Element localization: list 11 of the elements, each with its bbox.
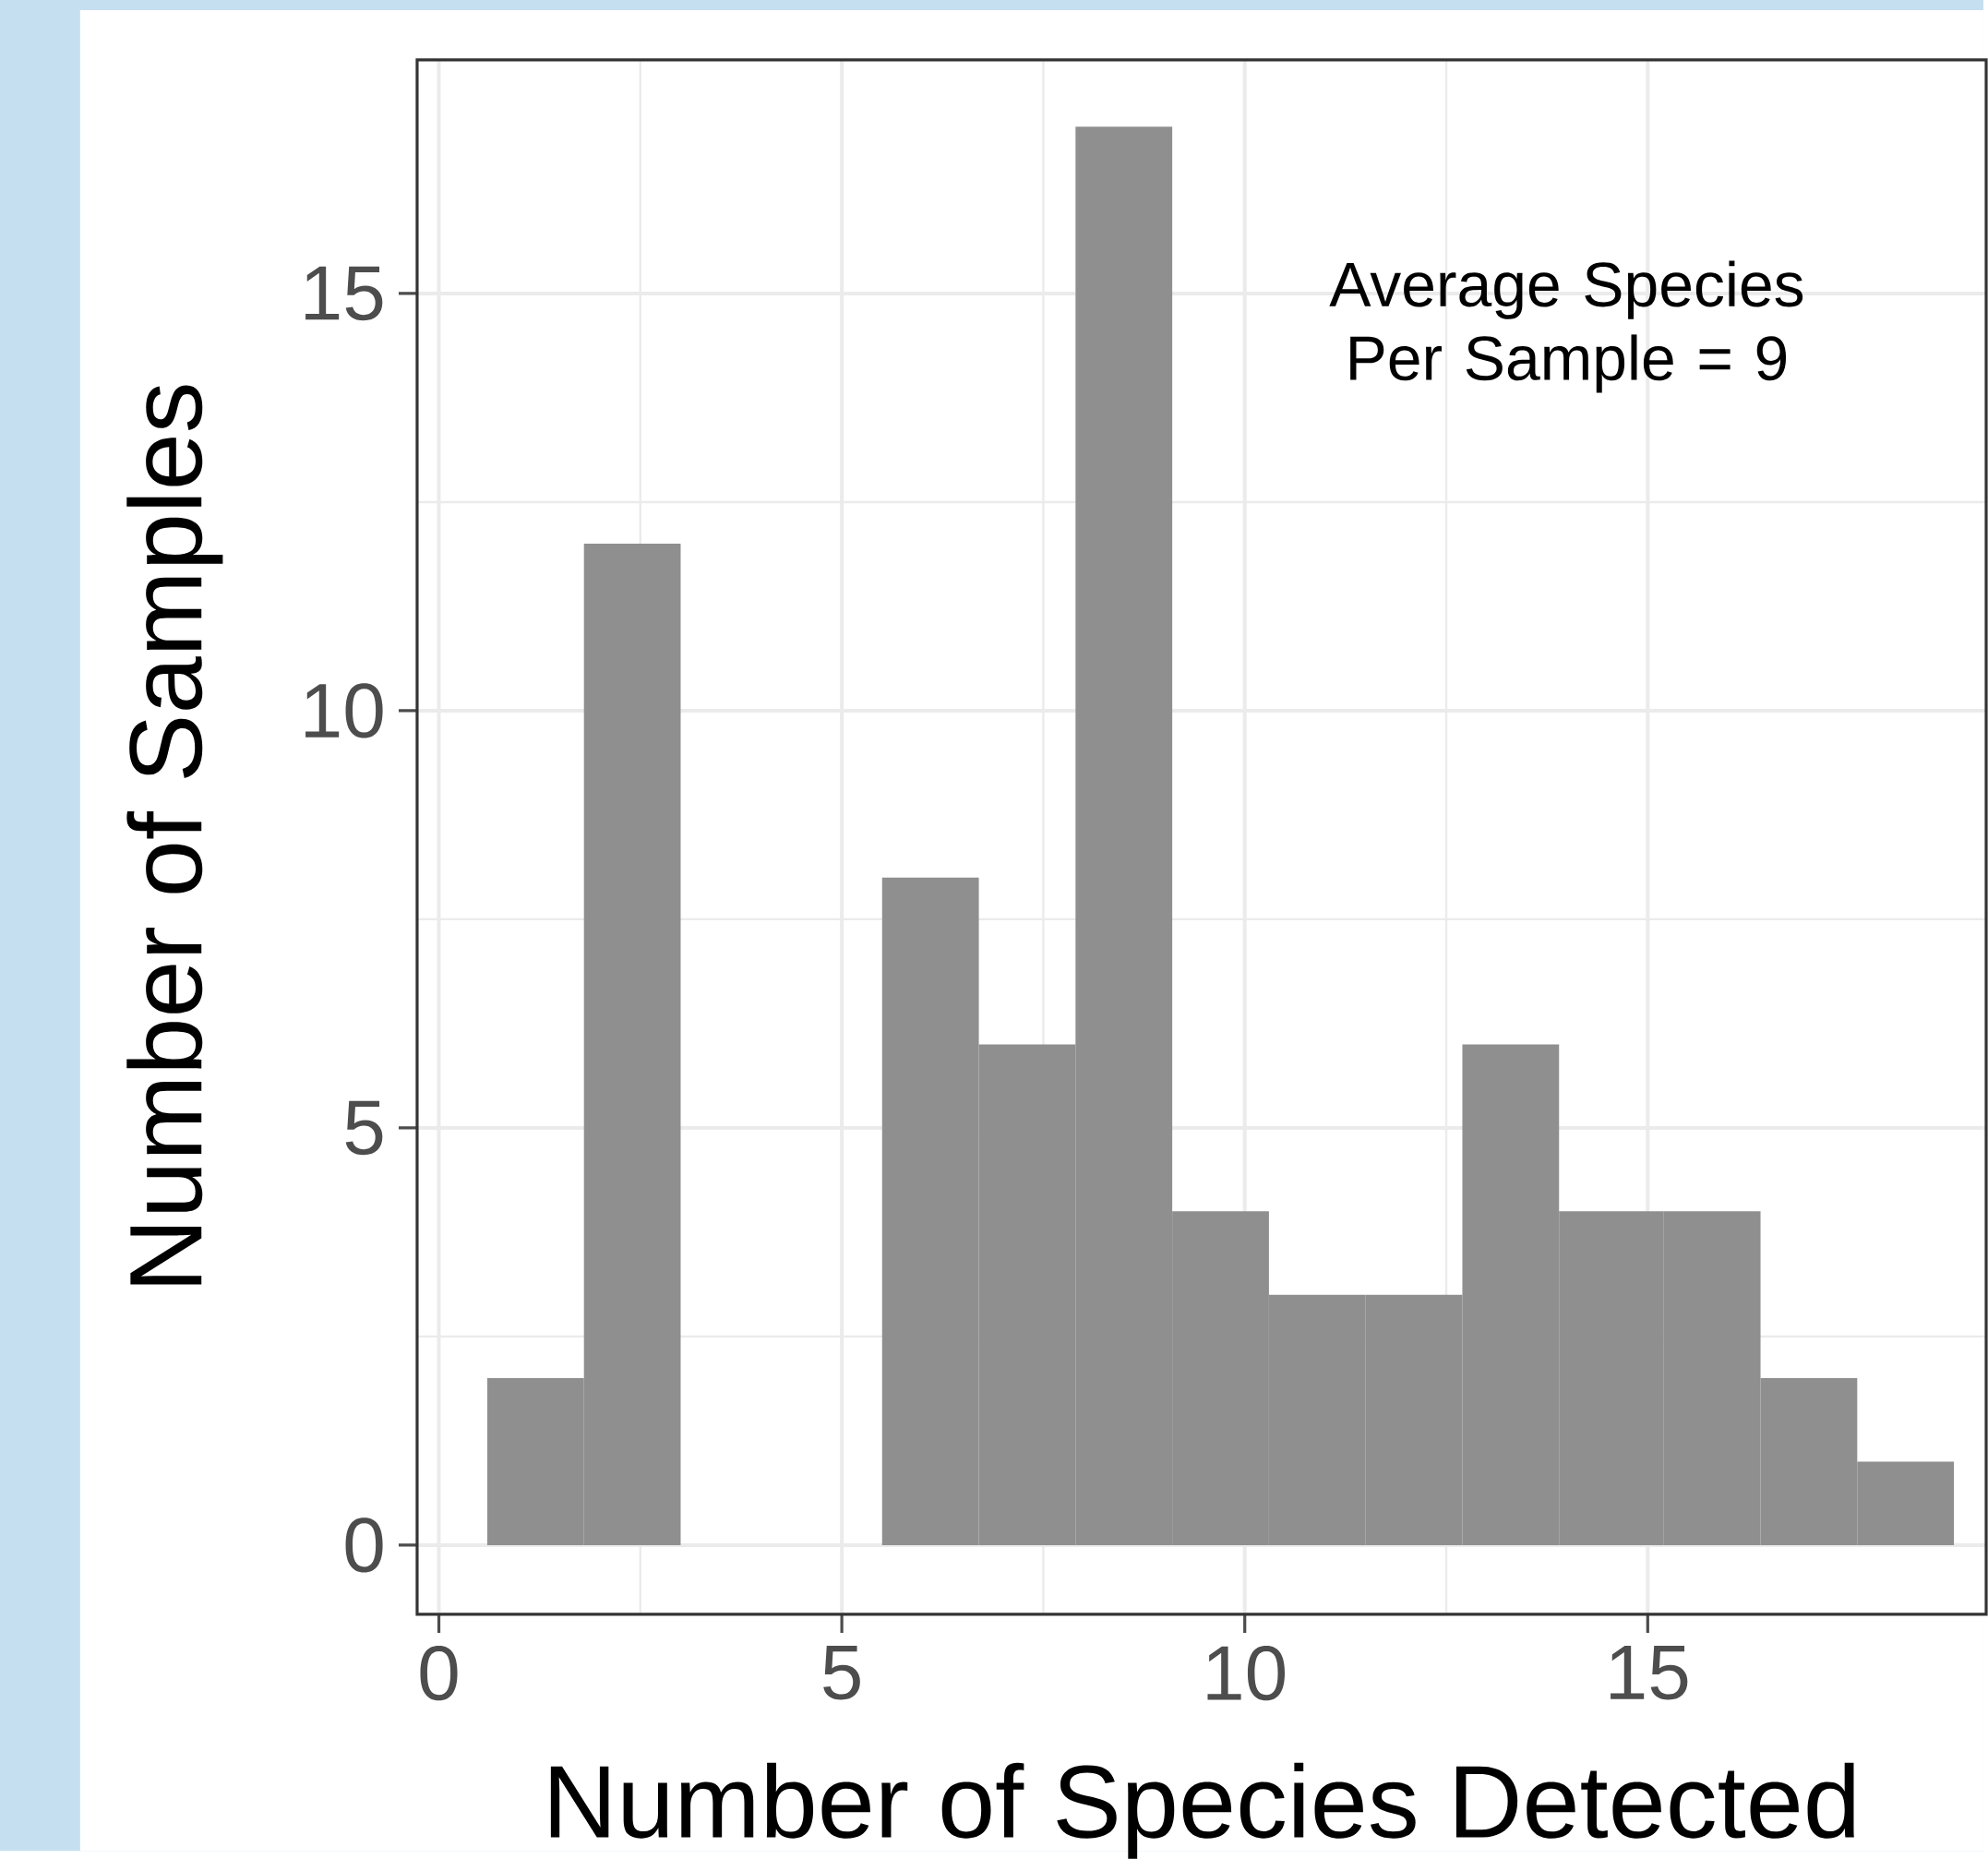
y-axis-title: Number of Samples — [126, 385, 223, 1285]
y-tick-label: 0 — [345, 1517, 383, 1573]
y-tick-label: 5 — [345, 1100, 383, 1156]
y-tick-label: 15 — [305, 266, 383, 321]
x-tick-label: 15 — [1611, 1645, 1688, 1700]
x-tick-label: 10 — [1207, 1645, 1286, 1701]
y-tick-label: 10 — [305, 683, 383, 738]
x-tick-label: 0 — [420, 1645, 458, 1701]
x-tick-label: 5 — [823, 1645, 860, 1700]
annotation: Average Species Per Sample = 9 — [1329, 260, 1803, 393]
x-axis-title: Number of Species Detected — [550, 1762, 1854, 1859]
